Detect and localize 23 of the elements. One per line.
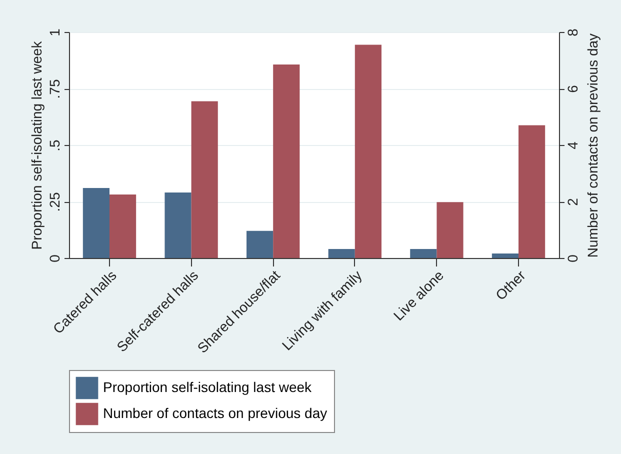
y2-axis-title: Number of contacts on previous day xyxy=(584,33,600,258)
y2-tick-label: 6 xyxy=(564,84,580,93)
y-tick-label: .25 xyxy=(46,192,62,212)
y-tick-label: 0 xyxy=(46,254,62,262)
y-tick-label: .75 xyxy=(46,79,62,99)
y2-tick-label: 2 xyxy=(564,198,580,206)
bar xyxy=(436,202,464,258)
bar xyxy=(354,44,382,258)
bar xyxy=(191,101,218,258)
bar xyxy=(246,230,274,258)
y-tick-label: .5 xyxy=(46,139,62,152)
bar xyxy=(518,125,546,258)
y-axis-title: Proportion self-isolating last week xyxy=(28,40,44,250)
bar xyxy=(410,248,437,258)
y2-tick-label: 8 xyxy=(564,28,580,36)
y2-tick-label: 0 xyxy=(564,254,580,262)
bar xyxy=(492,253,519,258)
legend-label: Proportion self-isolating last week xyxy=(103,379,313,395)
y-tick-label: 1 xyxy=(46,28,62,36)
bar xyxy=(273,64,300,258)
legend-label: Number of contacts on previous day xyxy=(103,405,328,421)
y2-tick-label: 4 xyxy=(564,141,580,150)
bar xyxy=(328,248,355,258)
